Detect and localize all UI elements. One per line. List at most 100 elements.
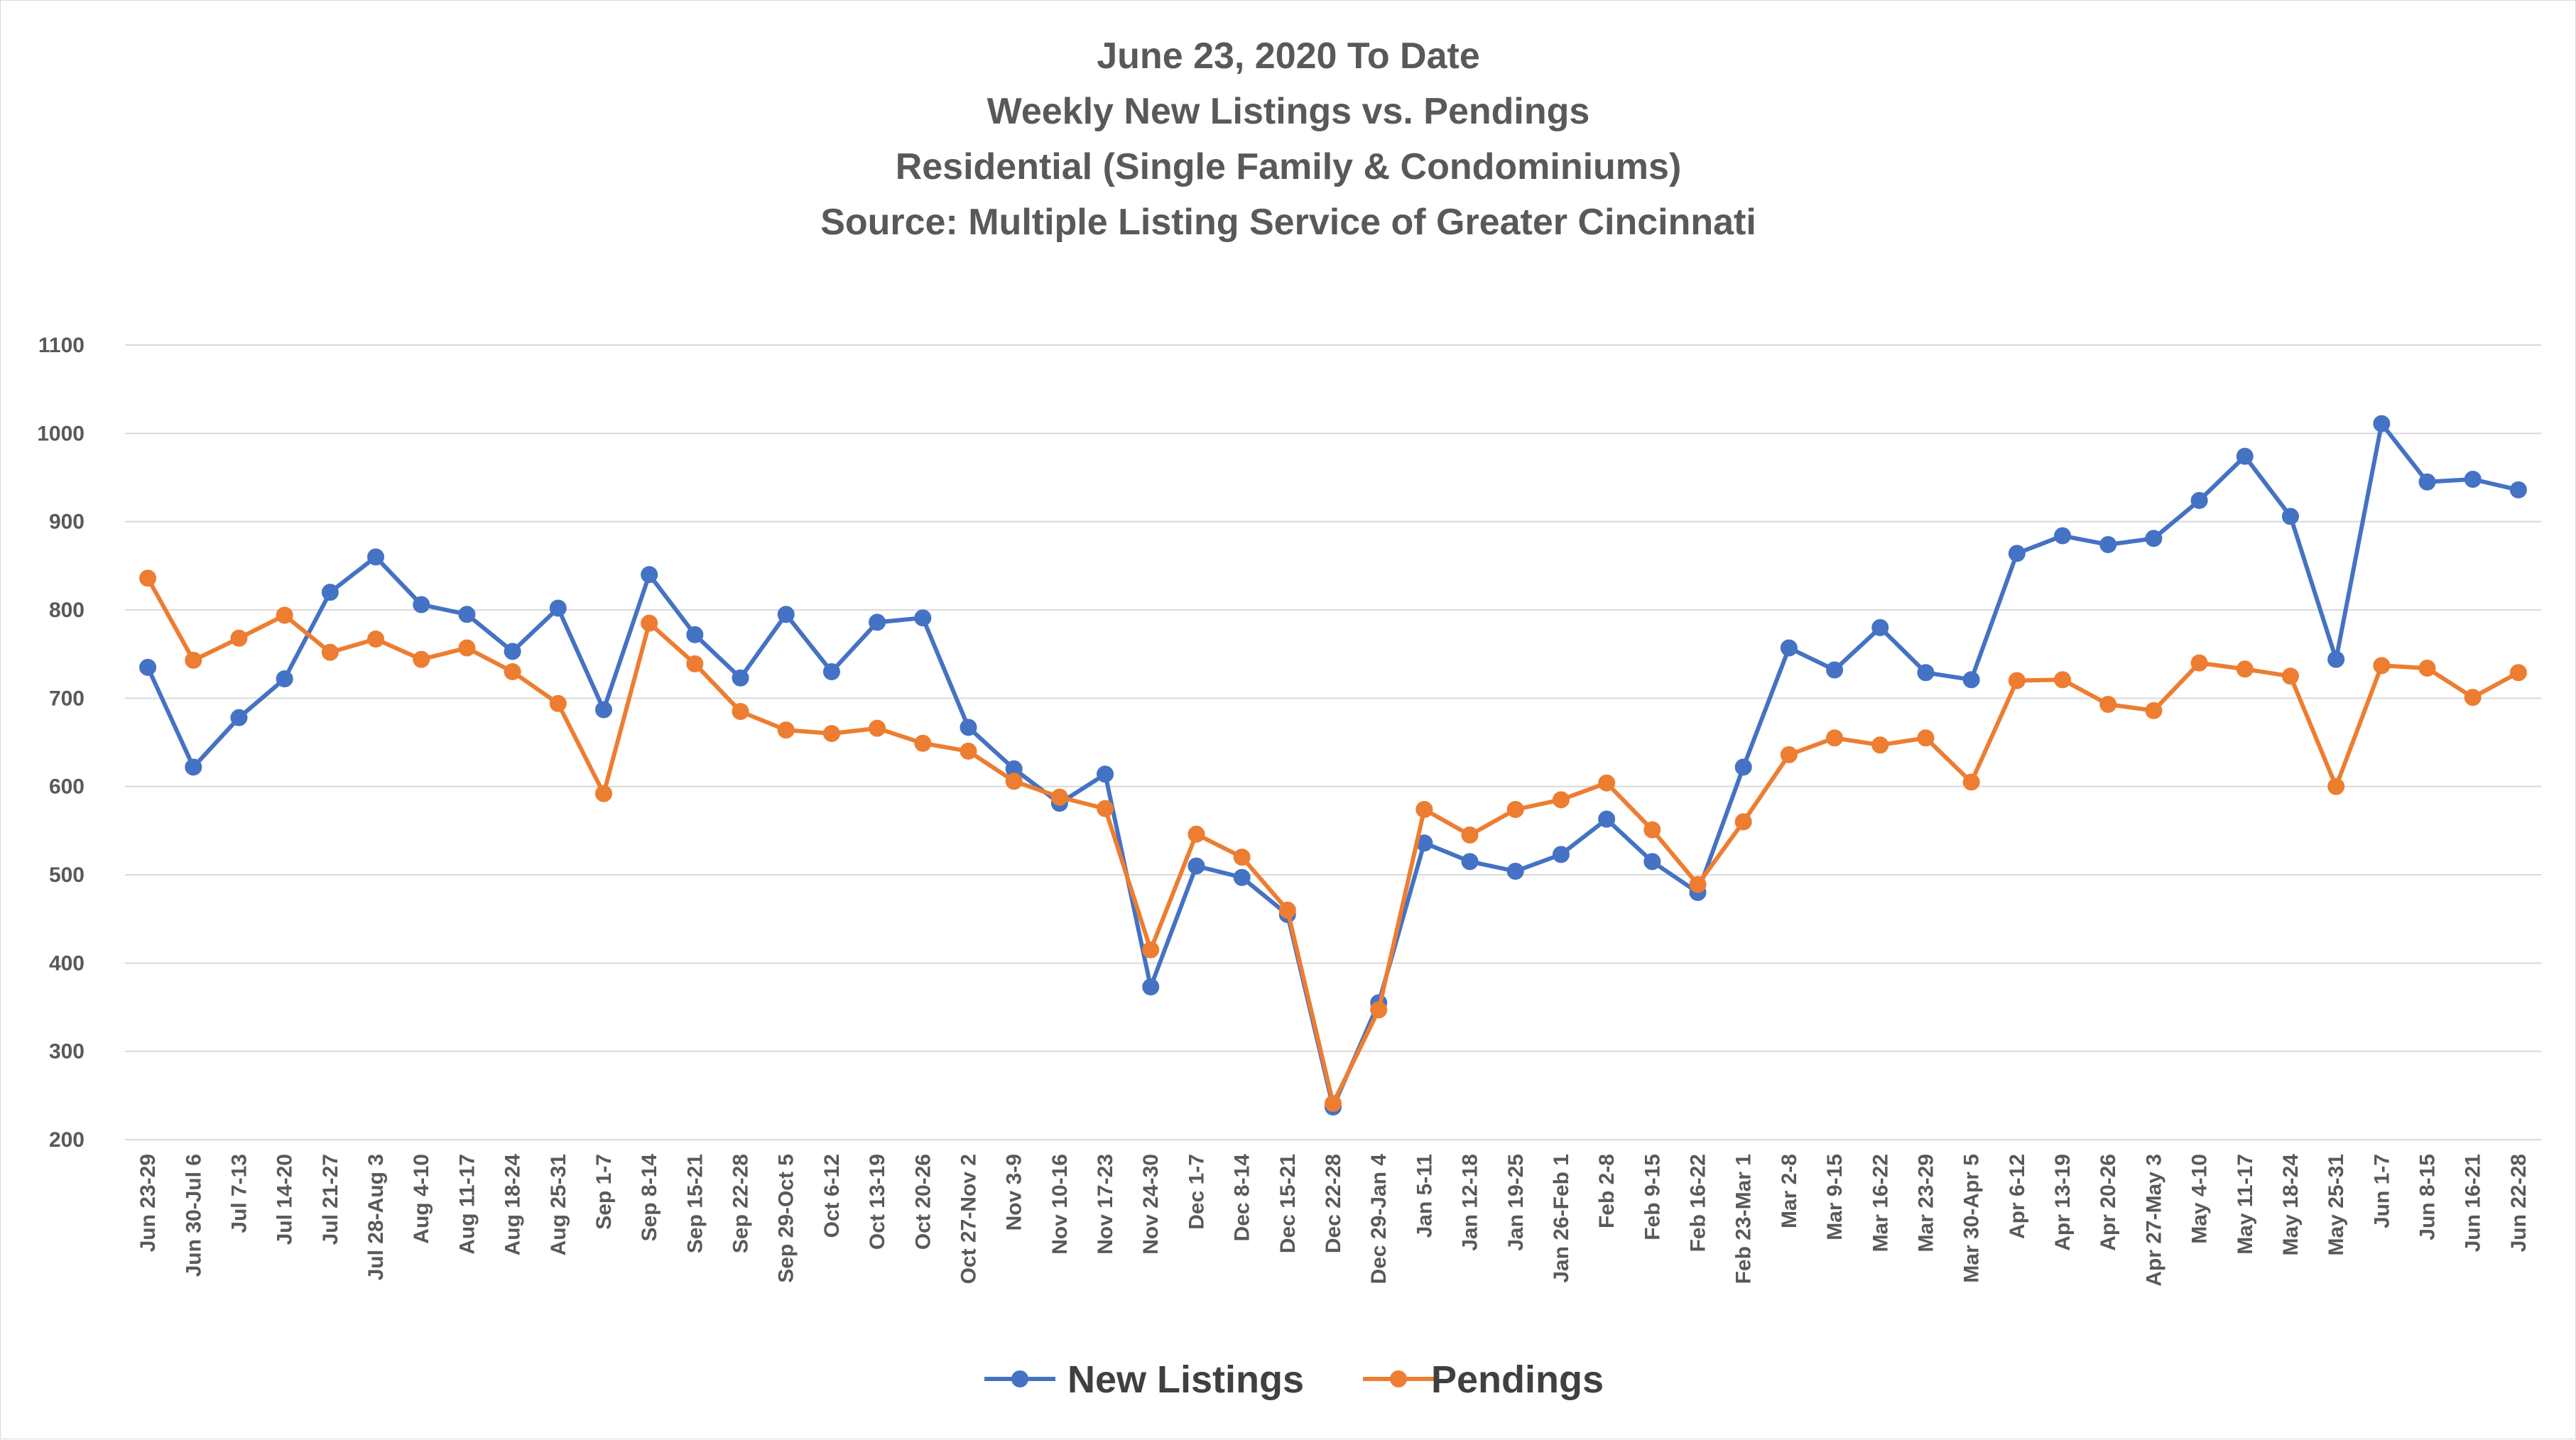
data-point [960,742,977,760]
data-point [1370,1001,1388,1019]
data-point [230,709,248,726]
data-point [1005,773,1023,790]
data-point [321,643,339,661]
data-point [2099,535,2117,553]
data-point [276,670,293,687]
x-tick-label: Apr 13-19 [2051,1154,2075,1251]
data-point [2509,664,2527,682]
x-tick-label: Jul 14-20 [273,1154,297,1245]
data-point [1142,978,1160,996]
data-point [185,651,202,669]
y-tick-label: 700 [49,687,85,710]
data-point [1917,729,1935,747]
data-point [1598,810,1616,828]
x-tick-label: Feb 23-Mar 1 [1732,1154,1756,1284]
x-tick-label: Sep 29-Oct 5 [775,1154,798,1283]
data-point [2190,491,2208,509]
data-point [1643,821,1661,839]
chart-title: June 23, 2020 To Date Weekly New Listing… [820,36,1756,243]
data-point [2464,689,2482,707]
x-tick-label: Feb 9-15 [1641,1154,1664,1240]
y-tick-label: 900 [49,511,85,534]
x-axis-tick-labels: Jun 23-29 Jun 30-Jul 6 Jul 7-13 Jul 14-20 Ju… [136,1154,2531,1287]
legend: New Listings Pendings [984,1358,1604,1401]
legend-marker [1011,1370,1028,1387]
data-point [276,606,293,624]
x-tick-label: Dec 1-7 [1185,1154,1208,1230]
x-tick-label: Aug 11-17 [455,1154,479,1255]
x-tick-label: Dec 15-21 [1276,1154,1300,1253]
data-point [1689,876,1707,893]
title-line-4: Source: Multiple Listing Service of Grea… [820,202,1756,243]
x-tick-label: Jan 12-18 [1459,1154,1482,1251]
data-point [1188,825,1205,843]
data-point [139,658,157,676]
data-point [594,701,612,719]
x-tick-label: Sep 8-14 [638,1154,661,1242]
data-point [777,606,795,623]
legend-item: New Listings [984,1358,1304,1401]
x-tick-label: Nov 3-9 [1003,1154,1026,1231]
data-point [2008,545,2026,562]
data-point [2145,702,2163,719]
data-point [2145,530,2163,547]
x-tick-label: Aug 25-31 [547,1154,570,1255]
x-tick-label: May 11-17 [2234,1154,2257,1255]
data-point [594,785,612,802]
data-point [2281,508,2299,525]
data-point [641,614,658,632]
data-point [1050,788,1068,806]
x-tick-label: May 4-10 [2188,1154,2212,1244]
x-tick-label: Apr 27-May 3 [2142,1154,2165,1287]
x-tick-label: Jul 7-13 [227,1154,251,1233]
data-point [777,721,795,739]
y-tick-label: 800 [49,599,85,622]
x-tick-label: Jul 28-Aug 3 [364,1154,388,1280]
data-point [1506,863,1524,880]
x-tick-label: Jan 19-25 [1504,1154,1528,1251]
series-line [146,577,2520,1106]
data-point [822,663,840,681]
data-point [732,669,749,687]
data-point [822,725,840,743]
data-point [1278,901,1296,919]
data-point [732,702,749,720]
data-point [1097,765,1114,783]
data-point [1734,758,1752,776]
data-point [2509,481,2527,498]
data-point [2281,667,2299,685]
title-line-3: Residential (Single Family & Condominium… [896,146,1682,187]
x-tick-label: Dec 8-14 [1231,1154,1254,1242]
data-point [458,606,476,623]
data-point [2418,660,2436,677]
data-point [1917,664,1935,682]
x-tick-label: Mar 16-22 [1869,1154,1892,1252]
title-line-1: June 23, 2020 To Date [1097,36,1480,77]
x-tick-label: Oct 27-Nov 2 [957,1154,980,1284]
data-point [413,596,430,613]
x-tick-label: Nov 24-30 [1139,1154,1163,1255]
data-point [2373,415,2391,432]
data-point [2236,660,2254,678]
data-point [1552,846,1570,863]
data-point [1780,746,1798,763]
data-point [1552,791,1570,809]
data-point [641,566,658,584]
data-point [504,663,521,681]
data-point [1415,800,1433,818]
x-tick-label: Mar 30-Apr 5 [1960,1154,1984,1283]
data-point [2099,696,2117,714]
x-tick-label: May 18-24 [2279,1154,2303,1256]
data-point [1826,661,1844,679]
data-point [2464,470,2482,488]
data-point [914,734,932,752]
data-point [413,650,430,668]
y-tick-label: 400 [49,951,85,975]
x-tick-label: May 25-31 [2325,1154,2348,1255]
x-tick-label: Sep 22-28 [729,1154,753,1253]
data-point [869,719,886,737]
x-tick-label: Oct 13-19 [866,1154,889,1250]
data-point [549,599,567,617]
